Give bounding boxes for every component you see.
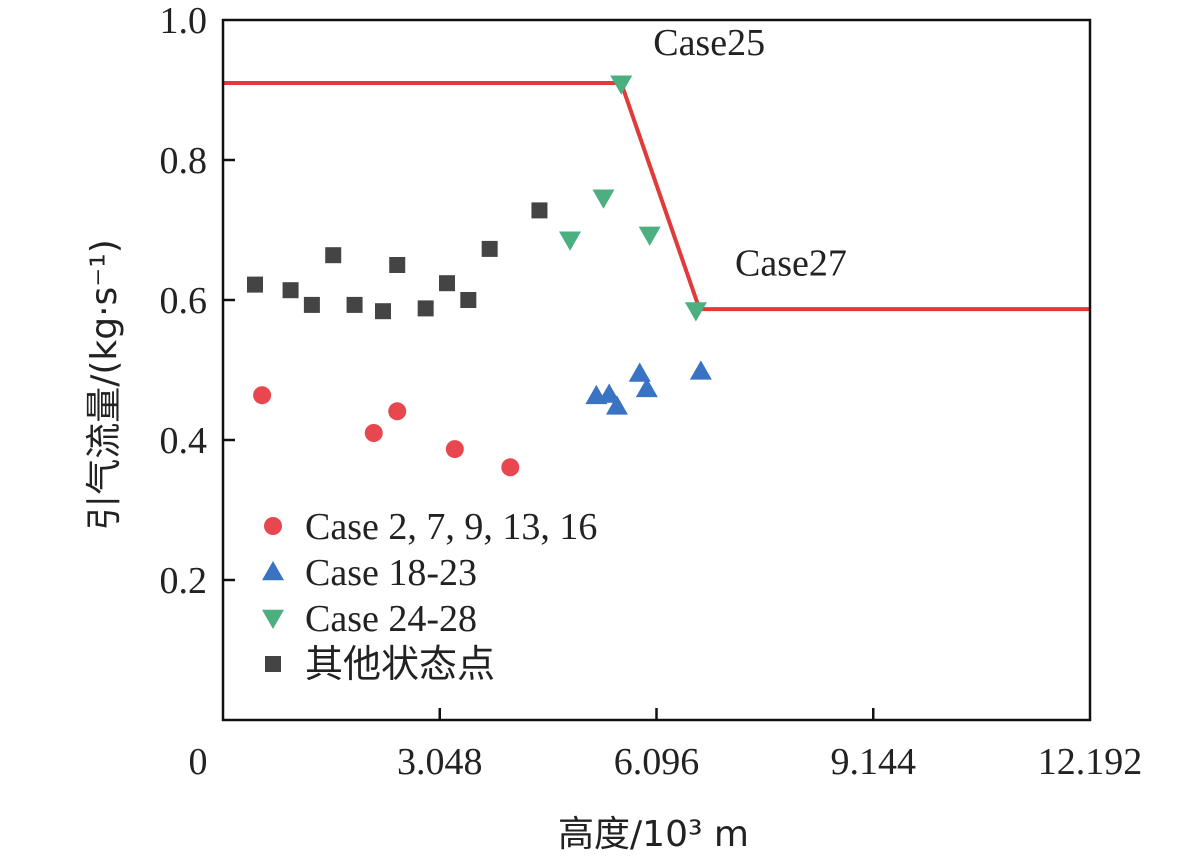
annotations: Case25 Case27 (653, 22, 847, 285)
data-point-circle (364, 424, 383, 442)
data-point-square (417, 300, 434, 317)
legend-label: Case 2, 7, 9, 13, 16 (305, 506, 597, 548)
y-tick-label: 0.2 (160, 560, 208, 602)
data-point-square (247, 276, 264, 293)
tick-labels: 0 3.048 6.096 9.144 12.192 0.2 0.4 0.6 0.8 1.0 (160, 0, 1143, 783)
data-point-triangle-down (592, 189, 615, 209)
axis-ticks (223, 158, 875, 720)
legend-label: Case 18-23 (305, 552, 477, 594)
legend-label: 其他状态点 (305, 644, 495, 686)
data-point-square (389, 257, 406, 273)
reference-line (223, 81, 1090, 312)
data-point-square (439, 275, 456, 292)
data-point-triangle-up (635, 377, 658, 398)
data-point-triangle-up (605, 395, 628, 415)
data-point-circle (253, 386, 272, 405)
y-tick-label: 0.4 (160, 420, 208, 462)
data-point-triangle-up (689, 360, 712, 380)
data-point-square (346, 296, 363, 313)
legend-marker-square (265, 656, 281, 672)
legend-marker-triangle-down (262, 609, 284, 629)
data-point-square (303, 296, 320, 313)
data-point-triangle-up (598, 383, 621, 403)
data-point-circle (501, 458, 520, 477)
data-point-triangle-down (559, 231, 582, 251)
annotation-label: Case27 (735, 243, 847, 285)
x-tick-label: 0 (189, 741, 208, 783)
data-point-square (375, 303, 392, 320)
data-point-circle (388, 402, 407, 421)
data-point-square (531, 202, 548, 219)
x-tick-label: 9.144 (831, 741, 917, 783)
data-point-triangle-up (628, 362, 651, 382)
reference-line-layer (223, 81, 1090, 312)
data-point-square (282, 282, 299, 299)
data-point-triangle-down (684, 302, 707, 322)
data-point-square (460, 292, 477, 308)
y-axis-title: 引气流量/(kg·s⁻¹) (84, 239, 125, 531)
data-point-triangle-down (610, 75, 633, 95)
x-tick-label: 3.048 (397, 741, 483, 783)
data-point-square (481, 240, 498, 257)
legend-marker-triangle-up (262, 561, 284, 581)
x-tick-label: 12.192 (1038, 741, 1143, 783)
data-point-circle (445, 440, 464, 459)
y-tick-label: 1.0 (160, 0, 208, 42)
data-points-layer (247, 75, 712, 477)
y-tick-label: 0.8 (160, 140, 208, 182)
legend-label: Case 24-28 (305, 598, 477, 640)
x-tick-label: 6.096 (614, 741, 700, 783)
data-point-triangle-down (638, 226, 661, 246)
data-point-square (325, 247, 342, 264)
annotation-label: Case25 (653, 22, 765, 64)
x-axis-title: 高度/10³ m (558, 814, 749, 855)
plot-frame (221, 18, 1092, 722)
y-tick-label: 0.6 (160, 280, 208, 322)
legend-marker-circle (264, 517, 282, 535)
